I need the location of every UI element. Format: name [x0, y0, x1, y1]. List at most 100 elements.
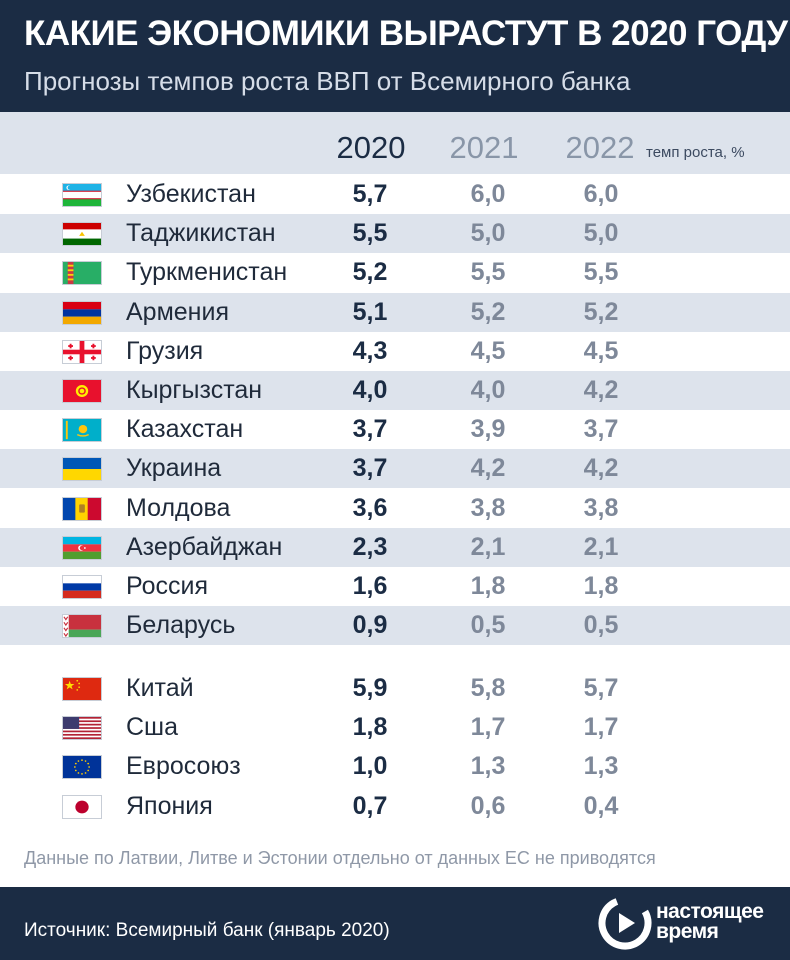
country-name: Китай: [126, 674, 194, 702]
value-2021: 3,9: [470, 415, 506, 444]
kazakhstan-flag-icon: [62, 418, 102, 443]
value-2022: 4,5: [583, 336, 619, 365]
country-name: Украина: [126, 454, 222, 483]
value-2022: 5,5: [583, 258, 619, 287]
table-row: Азербайджан 2,3 2,1 2,1: [0, 527, 790, 567]
value-2022: 4,2: [583, 376, 619, 404]
value-2020: 5,9: [352, 674, 388, 702]
country-name: Казахстан: [126, 415, 244, 444]
brand-logo-line2: время: [656, 920, 719, 943]
value-2020: 1,0: [352, 752, 388, 781]
value-2021: 3,8: [470, 493, 506, 522]
value-2020: 2,3: [352, 532, 388, 561]
table-row: Сша 1,8 1,7 1,7: [0, 708, 790, 747]
armenia-flag-icon: [62, 300, 102, 325]
value-2022: 1,8: [583, 572, 619, 600]
table-row: Узбекистан 5,7 6,0 6,0: [0, 175, 790, 214]
value-2021: 1,3: [470, 752, 506, 781]
country-name: Россия: [126, 572, 208, 600]
table-row: Кыргызстан 4,0 4,0 4,2: [0, 371, 790, 410]
country-name: Узбекистан: [126, 180, 256, 208]
value-2022: 3,8: [583, 493, 619, 522]
table-row: Молдова 3,6 3,8 3,8: [0, 489, 790, 528]
column-header-row: 2020 2021 2022 темп роста, %: [0, 112, 790, 174]
table-row: Евросоюз 1,0 1,3 1,3: [0, 747, 790, 786]
page-subtitle: Прогнозы темпов роста ВВП от Всемирного …: [24, 66, 631, 96]
georgia-flag-icon: [62, 339, 102, 364]
japan-flag-icon: [62, 794, 102, 819]
column-header-2020: 2020: [336, 130, 406, 165]
value-2020: 3,7: [352, 415, 388, 444]
kyrgyzstan-flag-icon: [62, 379, 102, 403]
ukraine-flag-icon: [62, 457, 102, 482]
country-name: Кыргызстан: [126, 376, 263, 404]
table-row: Беларусь 0,9 0,5 0,5: [0, 606, 790, 646]
value-2021: 4,2: [470, 454, 506, 483]
value-2020: 0,7: [352, 791, 388, 820]
country-name: Молдова: [126, 493, 231, 522]
country-name: Таджикистан: [126, 219, 276, 248]
value-2022: 5,0: [583, 219, 619, 248]
value-2020: 4,0: [352, 376, 388, 404]
value-2021: 1,8: [470, 572, 506, 600]
footnote: Данные по Латвии, Литве и Эстонии отдель…: [24, 848, 656, 868]
eu-flag-icon: [62, 755, 102, 780]
value-2021: 5,8: [470, 674, 506, 702]
value-2020: 1,8: [352, 713, 388, 742]
uzbekistan-flag-icon: [62, 183, 102, 207]
source-label: Источник: Всемирный банк (январь 2020): [24, 920, 390, 941]
value-2020: 5,5: [352, 219, 388, 248]
value-2020: 3,6: [352, 493, 388, 522]
value-2020: 5,2: [352, 258, 388, 287]
header-banner: КАКИЕ ЭКОНОМИКИ ВЫРАСТУТ В 2020 ГОДУ Про…: [0, 0, 790, 112]
brand-logo-line1: настоящее: [656, 900, 764, 923]
country-name: Сша: [126, 713, 179, 742]
value-2022: 0,5: [583, 611, 619, 640]
country-name: Туркменистан: [126, 258, 288, 287]
value-2022: 6,0: [583, 180, 619, 208]
value-2022: 4,2: [583, 454, 619, 483]
value-2021: 5,5: [470, 258, 506, 287]
turkmenistan-flag-icon: [62, 261, 102, 286]
value-2022: 3,7: [583, 415, 619, 444]
table-row: Китай 5,9 5,8 5,7: [0, 669, 790, 708]
russia-flag-icon: [62, 575, 102, 599]
brand-logo: настоящее время: [656, 900, 764, 943]
table-row: Грузия 4,3 4,5 4,5: [0, 332, 790, 371]
value-2022: 1,3: [583, 752, 619, 781]
table-row: Россия 1,6 1,8 1,8: [0, 567, 790, 606]
country-name: Евросоюз: [126, 752, 241, 781]
value-2021: 2,1: [470, 532, 506, 561]
value-2021: 6,0: [470, 180, 506, 208]
value-2022: 1,7: [583, 713, 619, 742]
column-header-2021: 2021: [449, 130, 519, 165]
value-2020: 3,7: [352, 454, 388, 483]
value-2021: 5,0: [470, 219, 506, 248]
azerbaijan-flag-icon: [62, 535, 102, 560]
value-2021: 4,0: [470, 376, 506, 404]
value-2022: 5,2: [583, 297, 619, 326]
moldova-flag-icon: [62, 496, 102, 521]
value-2021: 4,5: [470, 336, 506, 365]
value-2022: 0,4: [583, 791, 619, 820]
play-logo-icon: [597, 895, 653, 951]
value-2020: 5,7: [352, 180, 388, 208]
table-row: Украина 3,7 4,2 4,2: [0, 449, 790, 489]
country-name: Армения: [126, 297, 229, 326]
value-2022: 5,7: [583, 674, 619, 702]
table-row: Армения 5,1 5,2 5,2: [0, 292, 790, 332]
value-2021: 1,7: [470, 713, 506, 742]
value-2020: 5,1: [352, 297, 388, 326]
country-name: Грузия: [126, 336, 204, 365]
table-row: Таджикистан 5,5 5,0 5,0: [0, 214, 790, 254]
value-2022: 2,1: [583, 532, 619, 561]
page-title: КАКИЕ ЭКОНОМИКИ ВЫРАСТУТ В 2020 ГОДУ: [24, 14, 788, 53]
usa-flag-icon: [62, 716, 102, 741]
table-row: Казахстан 3,7 3,9 3,7: [0, 410, 790, 449]
value-2021: 5,2: [470, 297, 506, 326]
footer-bar: Источник: Всемирный банк (январь 2020) н…: [0, 887, 790, 960]
belarus-flag-icon: [62, 614, 102, 639]
country-name: Азербайджан: [126, 532, 283, 561]
column-header-2022: 2022: [565, 130, 635, 165]
value-2021: 0,5: [470, 611, 506, 640]
